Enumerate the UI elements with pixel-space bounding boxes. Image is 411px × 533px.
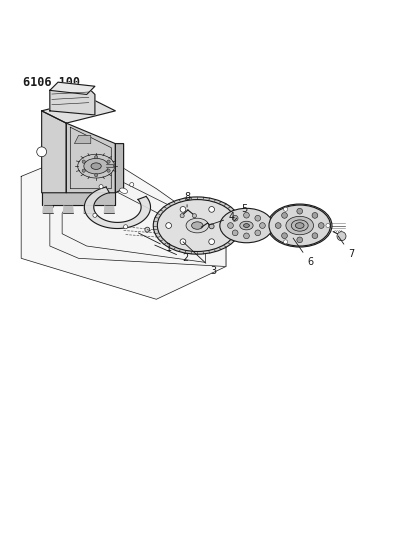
Polygon shape <box>21 148 226 299</box>
Ellipse shape <box>296 223 304 229</box>
Ellipse shape <box>244 224 249 228</box>
Circle shape <box>192 214 196 218</box>
Circle shape <box>166 223 171 229</box>
Circle shape <box>232 230 238 236</box>
Text: 2: 2 <box>155 245 188 263</box>
Ellipse shape <box>120 188 127 193</box>
Ellipse shape <box>153 197 241 254</box>
Ellipse shape <box>157 199 237 252</box>
Circle shape <box>232 215 238 221</box>
Ellipse shape <box>269 205 330 246</box>
Text: 6106 100: 6106 100 <box>23 76 80 89</box>
Circle shape <box>284 207 288 211</box>
Ellipse shape <box>186 218 208 233</box>
Circle shape <box>312 233 318 239</box>
Circle shape <box>107 160 110 163</box>
Circle shape <box>145 227 150 232</box>
Circle shape <box>130 182 134 187</box>
Circle shape <box>326 223 330 228</box>
Polygon shape <box>42 111 66 193</box>
Circle shape <box>282 213 287 219</box>
Polygon shape <box>115 143 124 193</box>
Circle shape <box>82 160 85 163</box>
Circle shape <box>297 237 302 243</box>
Ellipse shape <box>291 220 308 231</box>
Circle shape <box>209 206 215 212</box>
Circle shape <box>107 169 110 172</box>
Polygon shape <box>84 205 94 213</box>
Text: 5: 5 <box>234 204 247 221</box>
Circle shape <box>124 225 128 229</box>
Text: 4: 4 <box>210 212 235 225</box>
Circle shape <box>255 215 261 221</box>
Circle shape <box>180 239 186 245</box>
Ellipse shape <box>268 204 332 247</box>
Polygon shape <box>106 164 113 167</box>
Text: 1: 1 <box>139 233 172 253</box>
Ellipse shape <box>240 221 253 230</box>
Ellipse shape <box>78 154 115 178</box>
Circle shape <box>297 208 302 214</box>
Circle shape <box>260 223 266 229</box>
Circle shape <box>180 206 186 212</box>
Ellipse shape <box>91 163 101 169</box>
Ellipse shape <box>84 158 109 174</box>
Circle shape <box>223 223 229 229</box>
Circle shape <box>180 214 184 218</box>
Ellipse shape <box>286 216 314 235</box>
Circle shape <box>284 240 288 244</box>
Polygon shape <box>43 205 53 213</box>
Polygon shape <box>63 205 73 213</box>
Polygon shape <box>50 82 95 94</box>
Polygon shape <box>42 99 115 123</box>
Circle shape <box>319 223 324 229</box>
Text: 3: 3 <box>183 242 217 276</box>
Circle shape <box>82 169 85 172</box>
Polygon shape <box>84 187 150 229</box>
Circle shape <box>209 224 214 229</box>
Circle shape <box>244 233 249 239</box>
Circle shape <box>95 174 98 177</box>
Circle shape <box>312 213 318 219</box>
Circle shape <box>209 239 215 245</box>
Polygon shape <box>50 86 95 115</box>
Circle shape <box>228 223 233 229</box>
Polygon shape <box>50 160 226 266</box>
Text: 8: 8 <box>184 192 190 207</box>
Circle shape <box>99 184 103 189</box>
Circle shape <box>282 233 287 239</box>
Text: 6: 6 <box>293 238 313 268</box>
Polygon shape <box>42 193 115 205</box>
Circle shape <box>275 223 281 229</box>
Circle shape <box>95 156 98 159</box>
Circle shape <box>337 232 346 241</box>
Text: 7: 7 <box>338 236 354 259</box>
Polygon shape <box>104 205 114 213</box>
Ellipse shape <box>220 208 273 243</box>
Circle shape <box>244 212 249 218</box>
Circle shape <box>93 213 97 217</box>
Circle shape <box>255 230 261 236</box>
Circle shape <box>37 147 46 157</box>
Ellipse shape <box>192 222 203 229</box>
Polygon shape <box>74 135 91 143</box>
Polygon shape <box>66 123 115 193</box>
